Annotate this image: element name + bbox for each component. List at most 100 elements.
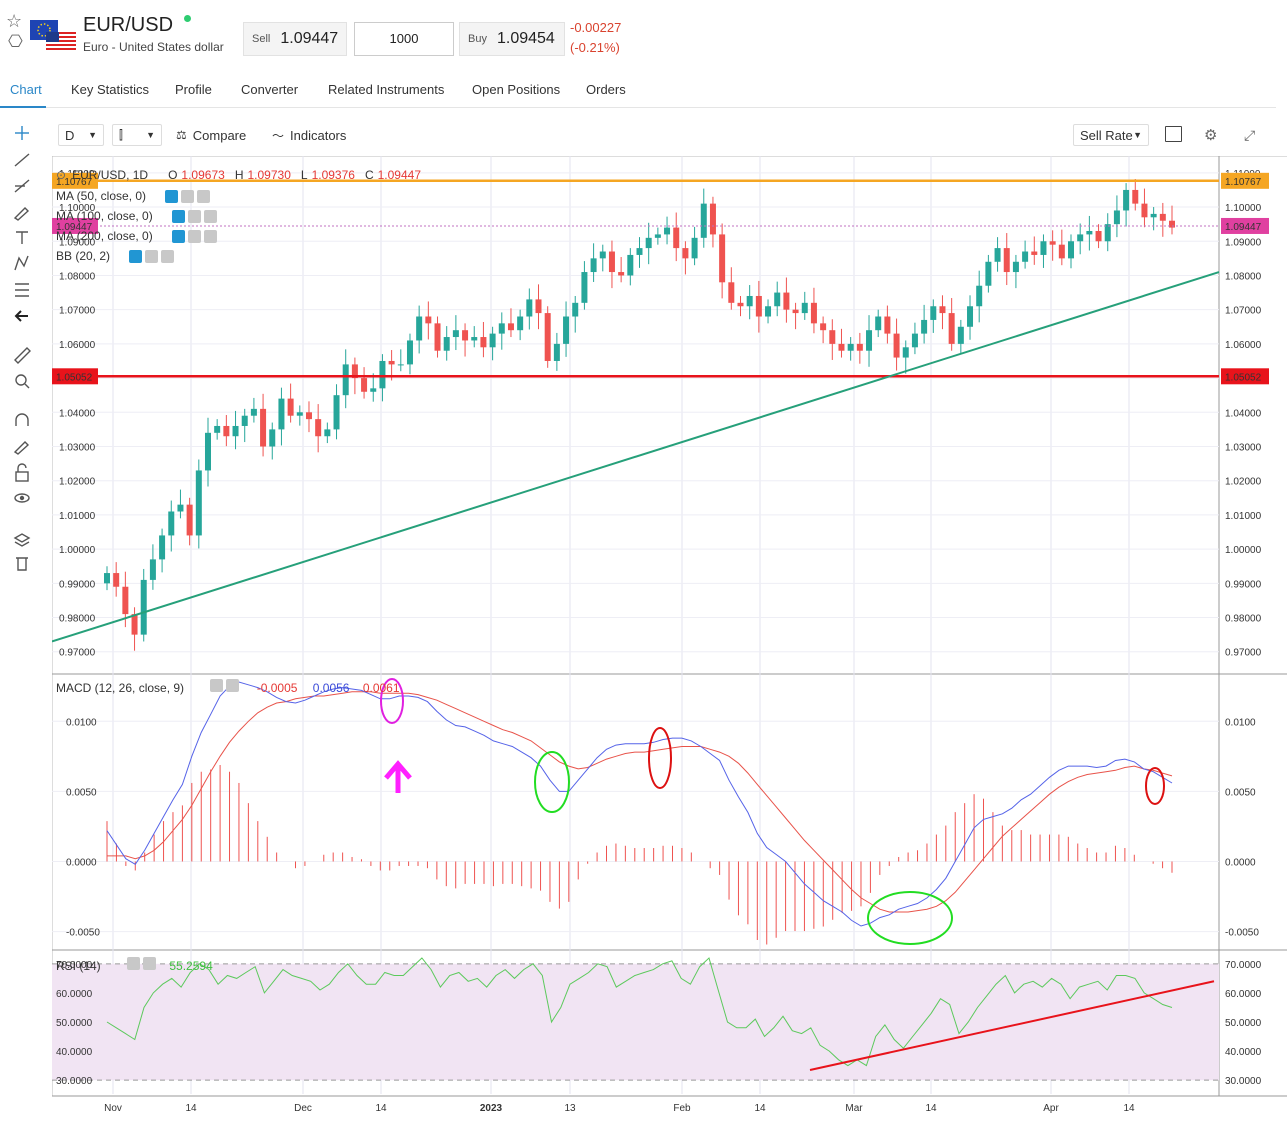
candle-body [608, 251, 615, 273]
eye-icon[interactable] [165, 189, 179, 203]
price-chart-svg[interactable]: Nov14Dec14202313Feb14Mar14Apr141.110001.… [52, 156, 1287, 1116]
candle-body [801, 302, 808, 314]
ruler-icon[interactable] [14, 347, 31, 364]
macd-legend: MACD (12, 26, close, 9) -0.0005 0.0056 0… [56, 679, 400, 695]
eye-icon[interactable] [171, 229, 185, 243]
tab-orders[interactable]: Orders [586, 82, 626, 97]
tab-converter[interactable]: Converter [241, 82, 299, 97]
candle-body [517, 316, 524, 331]
x-tick-label: 2023 [480, 1103, 503, 1114]
rsi-tick-right: 50.0000 [1225, 1018, 1262, 1029]
price-tag-right-text: 1.10767 [1225, 177, 1262, 188]
sell-button[interactable]: Sell 1.09447 [243, 22, 347, 56]
close-icon[interactable] [226, 679, 240, 692]
compare-button[interactable]: ⚖ Compare [176, 124, 246, 146]
price-tag-right [1221, 368, 1269, 385]
change-value: -0.00227 [570, 20, 622, 35]
gear-icon[interactable] [181, 189, 195, 203]
candle-body [333, 395, 340, 430]
magnet-icon[interactable] [15, 413, 29, 426]
sell-price: 1.09447 [280, 30, 339, 47]
trash-icon[interactable] [16, 557, 28, 571]
y-tick-label-left: 1.09000 [59, 237, 96, 248]
ma100-legend[interactable]: MA (100, close, 0) [56, 208, 217, 224]
green-circle-annotation [534, 751, 570, 813]
crosshair-icon[interactable] [15, 126, 29, 140]
candle-body [186, 504, 193, 536]
price-change: -0.00227 (-0.21%) [570, 18, 621, 58]
y-tick-label-left: 1.02000 [59, 477, 96, 488]
tab-profile[interactable]: Profile [175, 82, 212, 97]
compare-icon: ⚖ [176, 128, 187, 142]
y-tick-label-left: 1.01000 [59, 511, 96, 522]
y-tick-label-right: 0.98000 [1225, 614, 1262, 625]
expand-icon[interactable]: ⤢ [1244, 126, 1256, 143]
indicators-button[interactable]: 〜 Indicators [272, 124, 346, 146]
candle-body [260, 408, 267, 447]
lock-icon[interactable] [15, 463, 29, 482]
candle-body [599, 251, 606, 259]
tab-key-statistics[interactable]: Key Statistics [71, 82, 150, 97]
eye-icon[interactable] [14, 493, 30, 503]
candle-body [388, 360, 395, 365]
eye-icon[interactable] [171, 209, 185, 223]
candle-body [829, 330, 836, 344]
buy-price: 1.09454 [496, 30, 555, 47]
macd-axis: 0.0100 0.0100 0.0050 0.0050 0.0000 0.0000 -0.0… [52, 717, 1259, 939]
price-type-select[interactable]: Sell Rate ▼ [1073, 124, 1149, 146]
gear-icon[interactable] [145, 249, 159, 263]
chart-frame [52, 156, 1287, 1097]
buy-button[interactable]: Buy 1.09454 [459, 22, 565, 56]
tab-chart[interactable]: Chart [10, 82, 42, 97]
close-icon[interactable] [197, 189, 211, 203]
candle-body [618, 272, 625, 276]
candle-body [507, 323, 514, 331]
text-icon[interactable] [16, 231, 28, 244]
gear-icon[interactable] [127, 957, 141, 970]
candle-body [498, 323, 505, 334]
tab-bar: Chart Key Statistics Profile Converter R… [0, 74, 1276, 108]
interval-select[interactable]: D ▼ [58, 124, 104, 146]
pencil-lock-icon[interactable] [13, 441, 30, 455]
eye-icon[interactable] [129, 249, 143, 263]
tab-related-instruments[interactable]: Related Instruments [328, 82, 445, 97]
close-icon[interactable] [203, 229, 217, 243]
bell-icon[interactable]: ⎔ [8, 32, 23, 51]
chart-type-select[interactable]: ⫿ ▼ [112, 124, 162, 146]
candle-body [113, 573, 120, 587]
gear-icon[interactable] [187, 229, 201, 243]
macd-line [106, 681, 1173, 927]
gear-icon[interactable] [187, 209, 201, 223]
fib-icon[interactable] [14, 179, 30, 193]
fullscreen-box-icon[interactable] [1165, 126, 1182, 142]
measure-icon[interactable] [15, 283, 29, 297]
y-tick-label-right: 1.03000 [1225, 442, 1262, 453]
trend-line-icon[interactable] [14, 153, 30, 167]
zoom-icon[interactable] [15, 374, 30, 389]
y-tick-label-left: 1.10000 [59, 203, 96, 214]
macd-tick-right: 0.0000 [1225, 857, 1256, 868]
candle-body [1068, 241, 1075, 259]
back-arrow-icon[interactable] [14, 310, 28, 322]
close-icon[interactable] [203, 209, 217, 223]
tab-open-positions[interactable]: Open Positions [472, 82, 561, 97]
star-icon[interactable]: ☆ [6, 11, 23, 31]
brush-icon[interactable] [13, 207, 30, 221]
candle-body [122, 586, 129, 615]
ma200-legend[interactable]: MA (200, close, 0) [56, 228, 217, 244]
close-icon[interactable] [161, 249, 175, 263]
bb-legend[interactable]: BB (20, 2) [56, 248, 175, 264]
settings-gear-icon[interactable]: ⚙ [1204, 127, 1218, 144]
candle-body [719, 234, 726, 283]
chart-area[interactable]: Nov14Dec14202313Feb14Mar14Apr141.110001.… [52, 156, 1287, 1116]
close-icon[interactable] [143, 957, 157, 970]
ma50-legend[interactable]: MA (50, close, 0) [56, 188, 211, 204]
gear-icon[interactable] [210, 679, 224, 692]
candle-body [866, 330, 873, 351]
quantity-input[interactable]: 1000 [354, 22, 454, 56]
layers-icon[interactable] [13, 533, 31, 547]
candle-body [452, 330, 459, 338]
collapse-icon[interactable]: ⊙ [56, 168, 67, 182]
pattern-icon[interactable] [14, 255, 29, 271]
y-tick-label-left: 1.07000 [59, 306, 96, 317]
